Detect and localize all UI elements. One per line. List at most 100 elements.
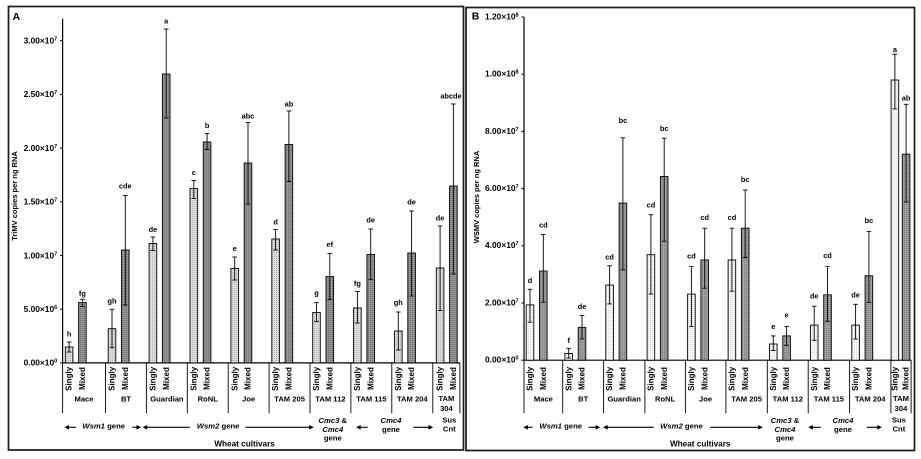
svg-text:cd: cd bbox=[687, 252, 696, 261]
svg-text:gene: gene bbox=[324, 434, 343, 443]
svg-text:Cmc4: Cmc4 bbox=[381, 416, 403, 425]
svg-text:e: e bbox=[233, 244, 237, 253]
svg-text:Singly: Singly bbox=[436, 366, 445, 391]
svg-text:Singly: Singly bbox=[149, 366, 158, 391]
svg-text:cd: cd bbox=[728, 213, 737, 222]
svg-text:Singly: Singly bbox=[394, 366, 403, 391]
svg-text:abc: abc bbox=[242, 112, 255, 121]
svg-text:c: c bbox=[192, 168, 196, 177]
svg-text:e: e bbox=[785, 311, 789, 320]
svg-text:TAM 115: TAM 115 bbox=[356, 394, 387, 403]
svg-text:Mixed: Mixed bbox=[78, 367, 87, 390]
svg-text:cde: cde bbox=[119, 182, 132, 191]
svg-text:TAM 204: TAM 204 bbox=[397, 394, 428, 403]
svg-text:Joe: Joe bbox=[699, 394, 712, 403]
svg-text:d: d bbox=[528, 276, 533, 285]
svg-text:Mixed: Mixed bbox=[285, 367, 294, 390]
svg-text:Guardian: Guardian bbox=[150, 394, 184, 403]
svg-text:TAM 205: TAM 205 bbox=[274, 394, 305, 403]
svg-text:Wsm1 gene: Wsm1 gene bbox=[539, 421, 582, 430]
svg-text:TAM 112: TAM 112 bbox=[773, 394, 803, 403]
svg-text:gene: gene bbox=[834, 425, 853, 434]
svg-text:TAM 205: TAM 205 bbox=[731, 394, 762, 403]
svg-text:Mixed: Mixed bbox=[325, 367, 334, 390]
svg-text:Singly: Singly bbox=[65, 366, 74, 391]
svg-text:RoNL: RoNL bbox=[655, 394, 676, 403]
svg-text:Singly: Singly bbox=[271, 366, 280, 391]
svg-text:e: e bbox=[771, 322, 775, 331]
svg-text:Cmc3 &: Cmc3 & bbox=[318, 416, 347, 425]
svg-text:1.50×107: 1.50×107 bbox=[24, 197, 58, 207]
svg-text:Mixed: Mixed bbox=[619, 367, 628, 390]
svg-text:cd: cd bbox=[605, 253, 614, 262]
svg-text:Wheat cultivars: Wheat cultivars bbox=[214, 440, 275, 449]
svg-text:g: g bbox=[314, 289, 319, 298]
svg-text:h: h bbox=[67, 330, 72, 339]
svg-text:ef: ef bbox=[327, 240, 334, 249]
svg-text:TAM: TAM bbox=[438, 394, 454, 403]
svg-text:Singly: Singly bbox=[230, 366, 239, 391]
svg-text:Singly: Singly bbox=[810, 366, 819, 391]
svg-text:Singly: Singly bbox=[769, 366, 778, 391]
svg-text:0.00×100: 0.00×100 bbox=[485, 355, 519, 365]
svg-text:cd: cd bbox=[647, 200, 656, 209]
svg-text:Mixed: Mixed bbox=[366, 367, 375, 390]
svg-text:Singly: Singly bbox=[647, 366, 656, 391]
svg-text:fg: fg bbox=[79, 289, 86, 298]
svg-text:cd: cd bbox=[700, 213, 709, 222]
svg-text:3.00×107: 3.00×107 bbox=[24, 36, 58, 46]
svg-text:Mixed: Mixed bbox=[578, 367, 587, 390]
svg-text:ab: ab bbox=[902, 94, 911, 103]
svg-text:5.00×106: 5.00×106 bbox=[24, 304, 58, 314]
svg-text:Singly: Singly bbox=[687, 366, 696, 391]
svg-text:fg: fg bbox=[354, 279, 361, 288]
svg-text:Mixed: Mixed bbox=[539, 367, 548, 390]
svg-text:TAM 112: TAM 112 bbox=[315, 394, 345, 403]
svg-text:A: A bbox=[13, 11, 21, 23]
svg-text:Cnt: Cnt bbox=[443, 425, 456, 434]
svg-text:WSMV copies per ng RNA: WSMV copies per ng RNA bbox=[472, 150, 481, 243]
svg-text:de: de bbox=[578, 302, 587, 311]
svg-text:Wsm2 gene: Wsm2 gene bbox=[660, 421, 703, 430]
svg-text:Mixed: Mixed bbox=[823, 367, 832, 390]
svg-text:de: de bbox=[436, 214, 445, 223]
svg-text:Singly: Singly bbox=[891, 366, 900, 391]
svg-text:bc: bc bbox=[619, 116, 628, 125]
svg-text:BT: BT bbox=[578, 394, 588, 403]
svg-text:f: f bbox=[567, 336, 570, 345]
svg-text:304: 304 bbox=[440, 404, 453, 413]
svg-text:0.00×100: 0.00×100 bbox=[24, 358, 58, 368]
svg-text:b: b bbox=[205, 121, 210, 130]
svg-text:Singly: Singly bbox=[526, 366, 535, 391]
svg-text:a: a bbox=[893, 45, 898, 54]
svg-text:Wsm1 gene: Wsm1 gene bbox=[82, 421, 125, 430]
svg-text:de: de bbox=[407, 198, 416, 207]
svg-text:Singly: Singly bbox=[353, 366, 362, 391]
svg-text:TriMV copies per ng RNA: TriMV copies per ng RNA bbox=[10, 151, 19, 241]
svg-text:Mixed: Mixed bbox=[162, 367, 171, 390]
svg-text:2.50×107: 2.50×107 bbox=[24, 89, 58, 99]
svg-text:2.00×107: 2.00×107 bbox=[485, 297, 519, 307]
svg-text:1.00×108: 1.00×108 bbox=[485, 69, 519, 79]
svg-text:de: de bbox=[149, 225, 158, 234]
svg-text:Mixed: Mixed bbox=[902, 367, 911, 390]
svg-text:Mixed: Mixed bbox=[449, 367, 458, 390]
svg-text:bc: bc bbox=[865, 216, 874, 225]
svg-text:Mace: Mace bbox=[534, 394, 553, 403]
svg-text:Singly: Singly bbox=[564, 366, 573, 391]
svg-text:4.00×107: 4.00×107 bbox=[485, 240, 519, 250]
svg-text:de: de bbox=[366, 216, 375, 225]
svg-text:de: de bbox=[810, 292, 819, 301]
svg-text:304: 304 bbox=[895, 404, 908, 413]
svg-text:2.00×107: 2.00×107 bbox=[24, 143, 58, 153]
svg-text:1.00×107: 1.00×107 bbox=[24, 250, 58, 260]
svg-text:TAM 115: TAM 115 bbox=[814, 394, 845, 403]
svg-text:Mixed: Mixed bbox=[660, 367, 669, 390]
svg-text:Cmc4: Cmc4 bbox=[833, 416, 855, 425]
svg-text:a: a bbox=[164, 17, 169, 26]
svg-text:Cmc4: Cmc4 bbox=[322, 425, 344, 434]
svg-text:B: B bbox=[472, 11, 480, 23]
svg-text:Cnt: Cnt bbox=[892, 425, 905, 434]
svg-text:gh: gh bbox=[107, 297, 117, 306]
svg-text:Singly: Singly bbox=[728, 366, 737, 391]
